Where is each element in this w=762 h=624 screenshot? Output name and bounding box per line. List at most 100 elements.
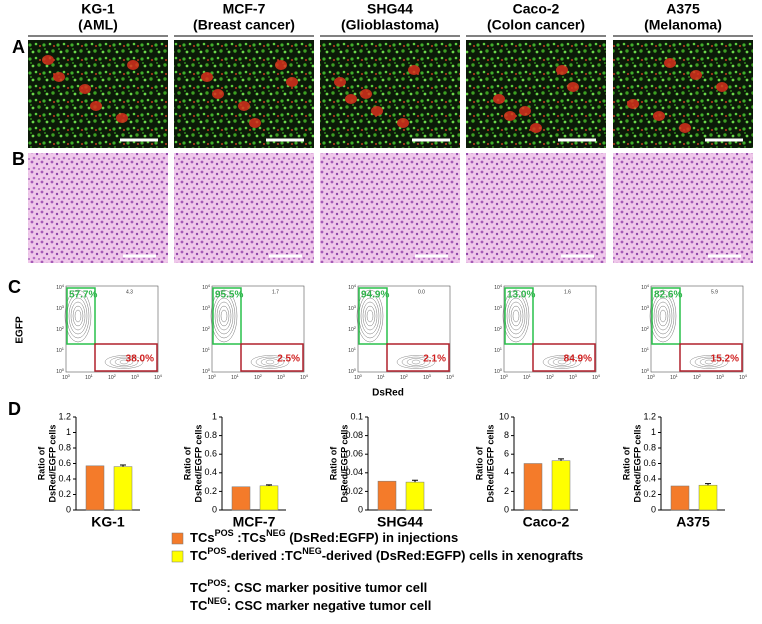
superscript: POS <box>207 546 226 556</box>
green-gate <box>504 287 534 345</box>
rich-text: TCsPOS :TCsNEG (DsRed:EGFP) in injection… <box>190 528 458 545</box>
tick-exponent: 0 <box>68 373 71 378</box>
red-percent: 2.1% <box>423 354 446 365</box>
green-gate <box>212 287 242 345</box>
y-axis-label: DsRed/EGFP cells <box>47 425 57 503</box>
tick-base: 10 <box>131 375 137 381</box>
contour <box>552 358 572 366</box>
tick-base: 10 <box>348 348 354 354</box>
flow-frame <box>65 285 159 373</box>
red-gate <box>386 343 450 372</box>
tick-base: 10 <box>641 306 647 312</box>
tick-exponent: 3 <box>647 304 650 309</box>
tick-base: 10 <box>446 375 452 381</box>
flow-tick-label: 104 <box>300 373 309 382</box>
y-tick-label: 0.04 <box>345 467 363 477</box>
tick-base: 10 <box>202 306 208 312</box>
error-bar <box>266 484 272 486</box>
contour <box>218 305 230 327</box>
y-tick-label: 1 <box>212 411 217 421</box>
column-subtitle: (Breast cancer) <box>193 17 295 33</box>
flow-tick-label: 104 <box>494 283 503 292</box>
flow-tick-label: 102 <box>400 373 409 382</box>
he-image <box>28 153 168 263</box>
bar <box>231 486 251 511</box>
tick-base: 10 <box>202 348 208 354</box>
contour <box>362 301 378 331</box>
contour <box>510 305 522 327</box>
flow-tick-label: 104 <box>739 373 748 382</box>
flow-tick-label: 101 <box>670 373 679 382</box>
flow-tick-label: 103 <box>348 304 357 313</box>
contour <box>694 356 724 368</box>
red-cluster <box>716 82 728 92</box>
tick-exponent: 1 <box>62 346 65 351</box>
error-bar <box>558 458 564 461</box>
tick-exponent: 4 <box>500 283 503 288</box>
tick-base: 10 <box>348 369 354 375</box>
flow-tick-label: 103 <box>277 373 286 382</box>
bar <box>113 466 133 511</box>
flow-tick-label: 100 <box>62 373 71 382</box>
tick-base: 10 <box>85 375 91 381</box>
contour <box>210 289 238 343</box>
contour <box>114 358 134 366</box>
contour <box>659 309 667 323</box>
tick-base: 10 <box>494 327 500 333</box>
bar <box>259 485 279 511</box>
static-layer: A B C D EGFP DsRed <box>8 37 404 419</box>
y-axis-label: Ratio of <box>182 446 192 480</box>
contour <box>506 297 526 335</box>
tick-base: 10 <box>300 375 306 381</box>
y-tick-label: 0 <box>358 504 363 514</box>
tick-exponent: 4 <box>62 283 65 288</box>
contour <box>72 305 84 327</box>
flow-frame <box>503 285 597 373</box>
contour <box>655 301 671 331</box>
bar <box>85 465 105 511</box>
y-tick-label: 0 <box>212 504 217 514</box>
tick-base: 10 <box>56 369 62 375</box>
red-cluster <box>371 106 383 116</box>
tick-base: 10 <box>231 375 237 381</box>
flow-tick-label: 102 <box>494 325 503 334</box>
tick-base: 10 <box>641 327 647 333</box>
red-cluster <box>519 106 531 116</box>
tick-exponent: 2 <box>647 325 650 330</box>
green-gate <box>651 287 681 345</box>
panel-label: A <box>12 37 25 57</box>
contour <box>508 301 524 331</box>
tick-exponent: 0 <box>354 367 357 372</box>
tick-exponent: 3 <box>354 304 357 309</box>
tick-base: 10 <box>693 375 699 381</box>
superscript: NEG <box>302 546 322 556</box>
column-subtitle: (Melanoma) <box>644 17 722 33</box>
contour <box>699 358 719 366</box>
contour <box>689 355 729 369</box>
flow-tick-label: 102 <box>108 373 117 382</box>
flow-tick-label: 104 <box>202 283 211 292</box>
contour <box>657 305 669 327</box>
y-axis-label: DsRed/EGFP cells <box>193 425 203 503</box>
tick-base: 10 <box>62 375 68 381</box>
flow-tick-label: 103 <box>569 373 578 382</box>
flow-tick-label: 100 <box>494 367 503 376</box>
flow-tick-label: 100 <box>56 367 65 376</box>
tick-exponent: 2 <box>699 373 702 378</box>
tick-exponent: 0 <box>653 373 656 378</box>
red-cluster <box>345 94 357 104</box>
tick-base: 10 <box>400 375 406 381</box>
y-axis-label: Ratio of <box>474 446 484 480</box>
panel-label: C <box>8 277 21 297</box>
red-cluster <box>212 89 224 99</box>
y-tick-label: 0.2 <box>58 489 71 499</box>
flow-tick-label: 100 <box>208 373 217 382</box>
green-percent: 94.9% <box>361 290 389 301</box>
tick-base: 10 <box>641 348 647 354</box>
quadrant-value: 4.3 <box>126 289 133 295</box>
flow-tick-label: 103 <box>423 373 432 382</box>
tick-base: 10 <box>348 306 354 312</box>
flow-tick-label: 100 <box>647 373 656 382</box>
bar <box>405 481 425 511</box>
bar <box>670 485 690 511</box>
